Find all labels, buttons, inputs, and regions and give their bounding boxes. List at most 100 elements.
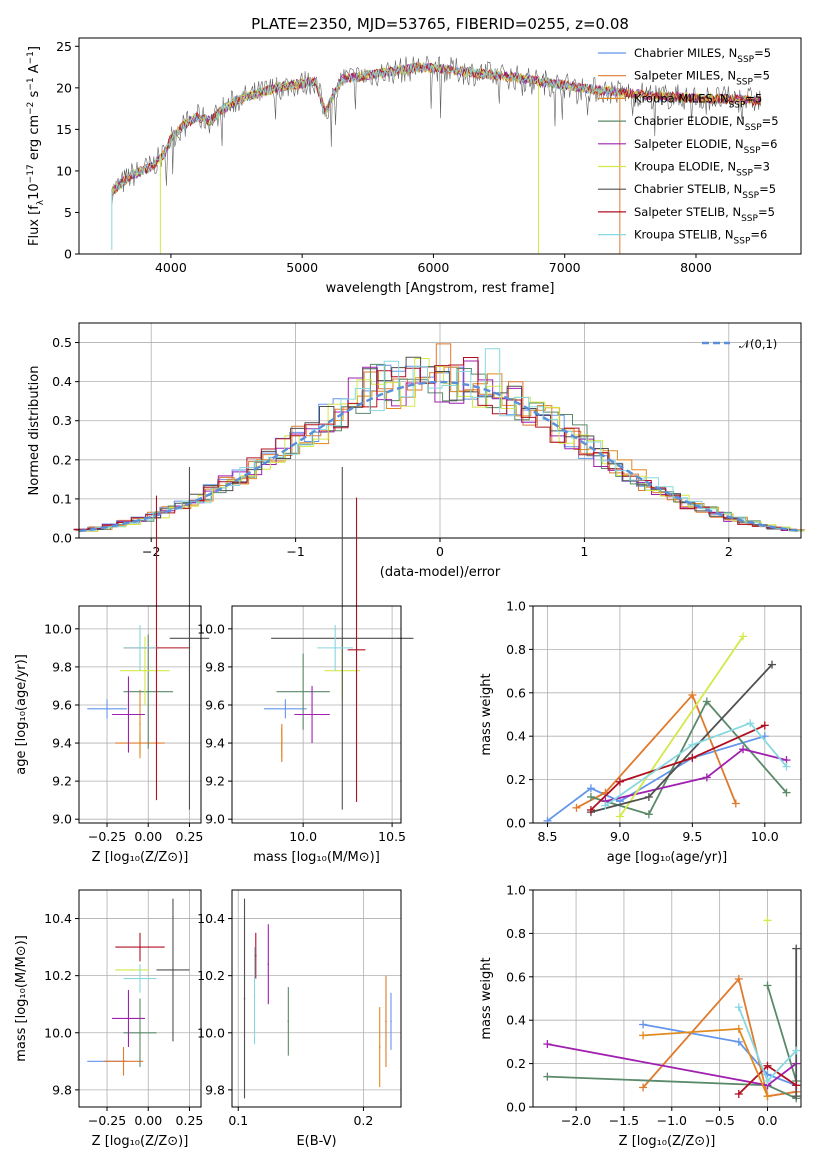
data-point <box>281 742 283 744</box>
data-point <box>390 1020 392 1023</box>
y-tick-label: 0.0 <box>506 816 526 831</box>
y-tick-label: 10.2 <box>44 968 72 983</box>
axes-frame <box>231 605 402 824</box>
data-point <box>147 690 150 693</box>
x-tick-label: 0.25 <box>176 829 204 844</box>
weight-line-chabrier-elodie <box>590 699 788 816</box>
x-tick-label: 10.0 <box>751 829 779 844</box>
y-tick-label: 5 <box>64 205 72 220</box>
y-axis-label: age [log₁₀(age/yr)] <box>14 654 29 775</box>
y-tick-label: 9.8 <box>52 659 72 674</box>
ebv-mass-panel: 0.1 0.2 9.8 10.0 10.2 10.4 E(B-V) <box>197 889 402 1149</box>
y-tick-label: 0.6 <box>506 969 526 984</box>
x-axis-label: E(B-V) <box>296 1134 336 1149</box>
y-axis-label: Normed distribution <box>27 366 42 496</box>
weight-line-salpeter-miles <box>642 977 797 1098</box>
mass-age-panel: 10.0 10.5 9.0 9.2 9.4 9.6 9.8 10.0 mass [log₁₀(M… <box>197 467 414 865</box>
x-tick-label: 8000 <box>680 260 712 275</box>
x-axis-label: mass [log₁₀(M/M⊙)] <box>253 850 380 865</box>
x-tick-label: 10.5 <box>378 829 406 844</box>
x-tick-label: −1.0 <box>657 1113 687 1128</box>
y-tick-label: 0.8 <box>506 642 526 657</box>
axes-frame <box>231 889 402 1108</box>
data-point <box>172 969 174 971</box>
data-point <box>188 637 191 640</box>
data-point <box>341 637 344 640</box>
y-tick-label: 9.4 <box>205 736 225 751</box>
y-tick-label: 9.4 <box>52 736 72 751</box>
x-tick-label: 0.00 <box>134 829 162 844</box>
axes-frame <box>78 37 802 255</box>
residual-histogram-panel: −2 −1 0 1 2 0.0 0.1 0.2 0.3 0.4 0.5 (data-model)/er… <box>27 322 806 580</box>
x-tick-label: 0.2 <box>353 1113 373 1128</box>
legend-label: Kroupa ELODIE, NSSP=3 <box>634 160 770 179</box>
x-tick-label: 6000 <box>418 260 450 275</box>
data-point <box>139 647 141 649</box>
y-tick-label: 25 <box>56 39 72 54</box>
y-axis-label: mass weight <box>479 673 494 755</box>
x-tick-label: 10.0 <box>289 829 317 844</box>
x-tick-label: 0.1 <box>228 1113 248 1128</box>
y-tick-label: 0.2 <box>506 772 526 787</box>
y-tick-label: 9.6 <box>52 697 72 712</box>
legend-label: 𝒩(0,1) <box>739 337 777 351</box>
y-tick-label: 10.0 <box>44 1025 72 1040</box>
x-tick-label: 2 <box>725 544 733 559</box>
x-tick-label: −1 <box>286 544 304 559</box>
data-point <box>127 1017 130 1020</box>
data-point <box>385 1020 387 1023</box>
y-tick-label: 0.0 <box>52 531 72 546</box>
y-tick-label: 0.1 <box>52 491 72 506</box>
y-tick-label: 10.0 <box>44 621 72 636</box>
x-tick-label: −0.5 <box>704 1113 734 1128</box>
x-tick-label: 0.0 <box>758 1113 778 1128</box>
y-axis-label: Flux [fλ10−17 erg cm−2 s−1 A−1] <box>26 46 46 246</box>
data-point <box>106 707 108 710</box>
y-axis-label: mass [log₁₀(M/M⊙)] <box>14 935 29 1062</box>
legend-label: Kroupa MILES, NSSP=5 <box>634 91 762 110</box>
x-tick-label: 7000 <box>549 260 581 275</box>
y-tick-label: 20 <box>56 80 72 95</box>
y-tick-label: 0.2 <box>506 1056 526 1071</box>
y-tick-label: 0.8 <box>506 926 526 941</box>
axes-frame <box>78 605 202 824</box>
y-tick-label: 0.5 <box>52 335 72 350</box>
x-tick-label: −2.0 <box>561 1113 591 1128</box>
x-tick-label: 0.00 <box>134 1113 162 1128</box>
legend-label: Salpeter ELODIE, NSSP=6 <box>634 137 777 156</box>
y-tick-label: 0.0 <box>506 1100 526 1115</box>
metallicity-massweight-panel: −2.0 −1.5 −1.0 −0.5 0.0 0.0 0.2 0.4 0.6 0.8 1.0 Z [… <box>479 883 802 1149</box>
y-axis-label: mass weight <box>479 957 494 1039</box>
y-tick-label: 0.2 <box>52 452 72 467</box>
axes-frame <box>78 889 202 1108</box>
data-point <box>139 723 141 725</box>
data-point <box>127 713 130 716</box>
x-tick-label: 5000 <box>286 260 318 275</box>
x-tick-label: −0.25 <box>88 829 126 844</box>
x-axis-label: Z [log₁₀(Z/Z⊙)] <box>92 850 189 865</box>
x-axis-label: (data-model)/error <box>380 565 501 580</box>
y-tick-label: 0.4 <box>52 374 72 389</box>
y-tick-label: 0.6 <box>506 685 526 700</box>
y-tick-label: 9.8 <box>205 1082 225 1097</box>
y-tick-label: 10.4 <box>197 911 225 926</box>
weight-line-chabrier-elodie <box>766 985 798 1082</box>
data-point <box>139 1031 141 1034</box>
y-tick-label: 9.6 <box>205 697 225 712</box>
legend-label: Chabrier STELIB, NSSP=5 <box>634 182 776 201</box>
y-tick-label: 1.0 <box>506 883 526 898</box>
data-point <box>122 1060 125 1063</box>
legend-label: Salpeter MILES, NSSP=5 <box>634 69 770 88</box>
y-tick-label: 0.4 <box>506 1013 526 1028</box>
x-tick-label: −2 <box>142 544 160 559</box>
data-point <box>355 648 358 651</box>
y-tick-label: 10.0 <box>197 621 225 636</box>
data-point <box>130 969 133 971</box>
x-tick-label: −0.25 <box>88 1113 126 1128</box>
y-tick-label: 10.2 <box>197 968 225 983</box>
y-tick-label: 9.2 <box>205 774 225 789</box>
data-point <box>334 647 336 649</box>
data-point <box>139 977 141 980</box>
x-tick-label: 9.0 <box>610 829 630 844</box>
y-tick-label: 1.0 <box>506 599 526 614</box>
